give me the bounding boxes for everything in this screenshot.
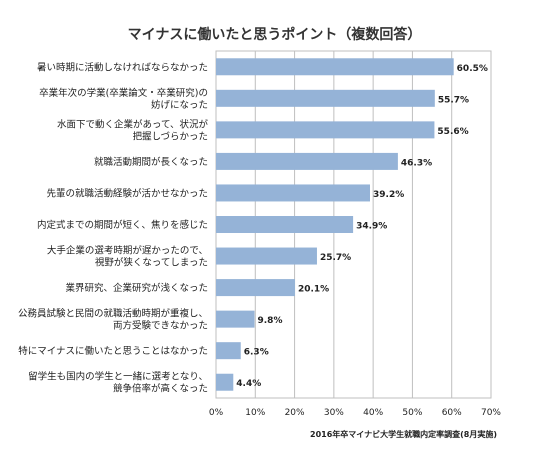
category-label: 内定式までの期間が短く、焦りを感じた: [37, 219, 208, 231]
category-label: 大手企業の選考時期が遅かったので、: [47, 245, 208, 257]
bar: [216, 342, 241, 360]
category-label: 水面下で動く企業があって、状況が: [57, 118, 209, 130]
category-label: 業界研究、企業研究が浅くなった: [65, 282, 208, 294]
category-label: 公務員試験と民間の就職活動時期が重複し、: [18, 308, 208, 320]
data-label: 46.3%: [401, 158, 432, 168]
x-tick-label: 0%: [209, 408, 224, 418]
data-label: 9.8%: [258, 316, 283, 326]
category-label: 卒業年次の学業(卒業論文・卒業研究)の: [39, 87, 208, 99]
data-label: 20.1%: [298, 285, 329, 295]
category-label: 妨げになった: [151, 99, 208, 111]
category-label: 暑い時期に活動しなければならなかった: [37, 61, 208, 73]
x-tick-label: 60%: [442, 408, 462, 418]
data-label: 34.9%: [356, 222, 387, 232]
category-label: 競争倍率が高くなった: [113, 383, 208, 395]
data-label: 55.6%: [437, 127, 468, 137]
bar: [216, 121, 435, 139]
x-tick-label: 10%: [245, 408, 265, 418]
x-tick-label: 20%: [285, 408, 305, 418]
category-label: 就職活動期間が長くなった: [94, 156, 208, 168]
chart-title: マイナスに働いたと思うポイント（複数回答）: [127, 27, 422, 43]
x-tick-label: 30%: [324, 408, 344, 418]
bar: [216, 184, 370, 202]
chart-source: 2016年卒マイナビ大学生就職内定率調査(8月実施): [310, 430, 497, 439]
data-label: 25.7%: [320, 253, 351, 263]
data-label: 39.2%: [373, 190, 404, 200]
category-label: 両方受験できなかった: [113, 320, 208, 332]
bar: [216, 279, 295, 297]
bar: [216, 373, 234, 391]
data-label: 60.5%: [457, 64, 488, 74]
bar: [216, 58, 454, 76]
category-label: 先輩の就職活動経験が活かせなかった: [46, 187, 208, 199]
data-label: 4.4%: [236, 379, 261, 389]
bar: [216, 216, 354, 233]
category-label: 把握しづらかった: [133, 130, 208, 142]
bar: [216, 152, 398, 170]
category-label: 視野が狭くなってしまった: [95, 257, 208, 269]
data-label: 55.7%: [438, 95, 469, 105]
bar: [216, 247, 317, 265]
category-label: 特にマイナスに働いたと思うことはなかった: [18, 345, 208, 357]
x-tick-label: 50%: [402, 408, 422, 418]
category-label: 留学生も国内の学生と一緒に選考となり、: [28, 371, 208, 383]
bar: [216, 310, 255, 328]
bar: [216, 89, 435, 107]
x-tick-label: 40%: [363, 408, 383, 418]
x-tick-label: 70%: [481, 408, 501, 418]
data-label: 6.3%: [244, 348, 269, 358]
